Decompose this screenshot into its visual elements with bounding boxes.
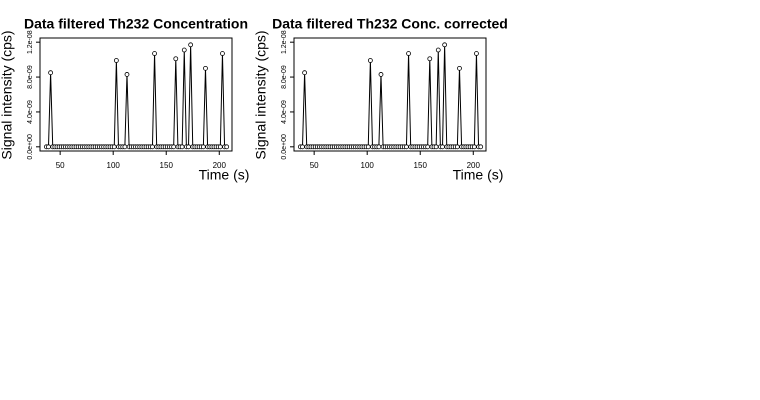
data-point — [440, 144, 445, 150]
data-point — [224, 144, 230, 150]
data-point — [427, 56, 433, 62]
y-axis-label: Signal intensity (cps) — [0, 30, 15, 159]
y-tick-label: 8.0e-09 — [281, 65, 288, 89]
data-point — [433, 144, 439, 150]
x-axis-label: Time (s) — [199, 167, 250, 183]
data-point — [365, 144, 371, 150]
data-point — [113, 58, 119, 63]
data-point — [48, 70, 54, 76]
data-point — [203, 65, 208, 71]
x-tick-label: 200 — [467, 161, 481, 170]
data-point — [188, 42, 194, 48]
data-point — [171, 144, 177, 150]
x-tick-label: 50 — [56, 161, 65, 170]
plot-box — [293, 37, 487, 152]
data-point — [435, 47, 441, 53]
data-point — [186, 144, 191, 150]
x-tick-label: 150 — [160, 161, 174, 170]
x-tick-label: 100 — [107, 161, 121, 170]
data-point — [200, 144, 206, 150]
y-tick-label: 1.2e-08 — [27, 30, 34, 54]
y-tick-label: 1.2e-08 — [281, 30, 288, 54]
data-point — [425, 144, 431, 150]
data-point — [300, 144, 305, 150]
x-tick-label: 100 — [361, 161, 375, 170]
data-point — [217, 144, 223, 150]
data-point — [150, 144, 155, 150]
x-tick-label: 200 — [213, 161, 227, 170]
data-point — [378, 72, 384, 77]
data-point — [474, 51, 479, 56]
data-point — [111, 144, 117, 150]
y-tick-label: 4.0e-09 — [27, 100, 34, 124]
data-point — [302, 70, 308, 76]
y-tick-label: 0.0e+00 — [281, 134, 288, 160]
data-point — [179, 144, 185, 150]
y-tick-label: 0.0e+00 — [27, 134, 34, 160]
data-point — [404, 144, 409, 150]
data-point — [457, 65, 462, 71]
data-point — [220, 51, 225, 56]
data-line — [46, 44, 227, 148]
data-point — [122, 144, 128, 150]
data-point — [152, 51, 157, 56]
data-point — [181, 47, 187, 53]
data-point — [406, 51, 411, 56]
data-point — [376, 144, 382, 150]
chart-title: Data filtered Th232 Concentration — [24, 16, 248, 32]
data-point — [478, 144, 484, 150]
data-line — [300, 44, 481, 148]
y-tick-label: 8.0e-09 — [27, 65, 34, 89]
x-axis-label: Time (s) — [453, 167, 504, 183]
data-point — [46, 144, 51, 150]
data-point — [454, 144, 460, 150]
chart-title: Data filtered Th232 Conc. corrected — [272, 16, 508, 32]
data-point — [442, 42, 448, 48]
data-point — [124, 72, 130, 77]
x-tick-label: 150 — [414, 161, 428, 170]
data-point — [367, 58, 373, 63]
data-point — [471, 144, 477, 150]
data-point — [173, 56, 179, 62]
plot-box — [39, 37, 233, 152]
y-axis-label: Signal intensity (cps) — [253, 30, 269, 159]
y-tick-label: 4.0e-09 — [281, 100, 288, 124]
x-tick-label: 50 — [310, 161, 319, 170]
